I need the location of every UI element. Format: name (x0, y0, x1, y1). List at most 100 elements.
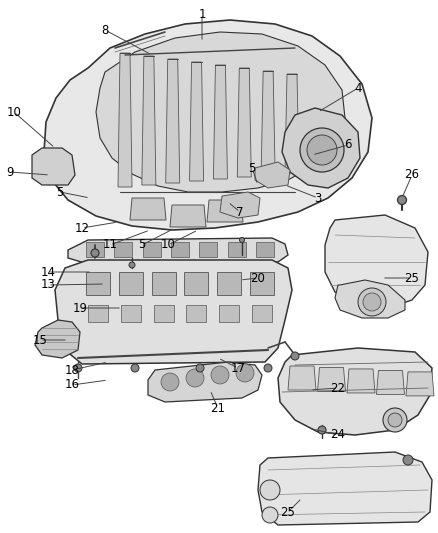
Text: 10: 10 (7, 106, 21, 118)
Polygon shape (217, 272, 241, 295)
Polygon shape (335, 280, 405, 318)
Polygon shape (318, 367, 346, 391)
Circle shape (300, 128, 344, 172)
Circle shape (129, 262, 135, 268)
Circle shape (383, 408, 407, 432)
Polygon shape (220, 192, 260, 218)
Circle shape (186, 369, 204, 387)
Text: 11: 11 (102, 238, 117, 252)
Text: 3: 3 (314, 191, 321, 205)
Polygon shape (119, 272, 143, 295)
Text: 5: 5 (248, 161, 256, 174)
Polygon shape (143, 242, 161, 257)
Circle shape (196, 364, 204, 372)
Text: 1: 1 (198, 7, 206, 20)
Text: 18: 18 (64, 364, 79, 376)
Polygon shape (347, 369, 375, 393)
Text: 12: 12 (74, 222, 89, 235)
Polygon shape (68, 238, 288, 264)
Polygon shape (121, 305, 141, 322)
Circle shape (363, 293, 381, 311)
Polygon shape (130, 198, 166, 220)
Text: 26: 26 (405, 168, 420, 182)
Circle shape (388, 413, 402, 427)
Polygon shape (190, 62, 204, 181)
Polygon shape (148, 362, 262, 402)
Text: 19: 19 (73, 302, 88, 314)
Polygon shape (187, 305, 206, 322)
Polygon shape (96, 32, 345, 192)
Text: 17: 17 (230, 361, 246, 375)
Polygon shape (142, 56, 156, 185)
Polygon shape (228, 242, 246, 257)
Circle shape (262, 507, 278, 523)
Text: 13: 13 (41, 279, 56, 292)
Text: 7: 7 (236, 206, 244, 219)
Polygon shape (118, 53, 132, 187)
Polygon shape (86, 272, 110, 295)
Text: 5: 5 (57, 185, 64, 198)
Polygon shape (207, 200, 243, 222)
Circle shape (91, 249, 99, 257)
Polygon shape (256, 242, 274, 257)
Text: 14: 14 (40, 265, 56, 279)
Text: 24: 24 (331, 429, 346, 441)
Polygon shape (377, 370, 405, 394)
Circle shape (236, 364, 254, 382)
Polygon shape (219, 305, 239, 322)
Text: 21: 21 (211, 401, 226, 415)
Circle shape (161, 373, 179, 391)
Circle shape (131, 364, 139, 372)
Polygon shape (250, 272, 274, 295)
Polygon shape (154, 305, 173, 322)
Polygon shape (166, 59, 180, 183)
Circle shape (74, 364, 82, 372)
Circle shape (260, 480, 280, 500)
Circle shape (403, 455, 413, 465)
Polygon shape (32, 148, 75, 185)
Circle shape (240, 238, 244, 243)
Text: 25: 25 (281, 505, 296, 519)
Polygon shape (261, 71, 275, 175)
Polygon shape (199, 242, 217, 257)
Polygon shape (406, 372, 434, 396)
Circle shape (291, 352, 299, 360)
Text: 8: 8 (101, 23, 109, 36)
Polygon shape (258, 452, 432, 525)
Polygon shape (114, 242, 132, 257)
Text: 6: 6 (344, 139, 352, 151)
Polygon shape (237, 68, 251, 177)
Polygon shape (170, 205, 206, 227)
Text: 20: 20 (251, 271, 265, 285)
Polygon shape (184, 272, 208, 295)
Text: 5: 5 (138, 238, 146, 252)
Circle shape (358, 288, 386, 316)
Polygon shape (213, 65, 227, 179)
Circle shape (264, 364, 272, 372)
Polygon shape (255, 162, 290, 188)
Circle shape (307, 135, 337, 165)
Polygon shape (282, 108, 360, 188)
Text: 10: 10 (161, 238, 176, 252)
Circle shape (318, 426, 326, 434)
Text: 22: 22 (331, 382, 346, 394)
Text: 25: 25 (405, 271, 420, 285)
Text: 16: 16 (64, 378, 80, 392)
Polygon shape (152, 272, 176, 295)
Polygon shape (171, 242, 189, 257)
Circle shape (398, 196, 406, 205)
Text: 9: 9 (6, 166, 14, 179)
Polygon shape (285, 74, 299, 173)
Polygon shape (88, 305, 108, 322)
Polygon shape (278, 348, 432, 435)
Text: 4: 4 (354, 82, 362, 94)
Polygon shape (35, 320, 80, 358)
Polygon shape (288, 366, 316, 390)
Polygon shape (44, 20, 372, 230)
Polygon shape (252, 305, 272, 322)
Polygon shape (55, 260, 292, 364)
Polygon shape (325, 215, 428, 308)
Polygon shape (86, 242, 104, 257)
Text: 15: 15 (32, 334, 47, 346)
Circle shape (211, 366, 229, 384)
